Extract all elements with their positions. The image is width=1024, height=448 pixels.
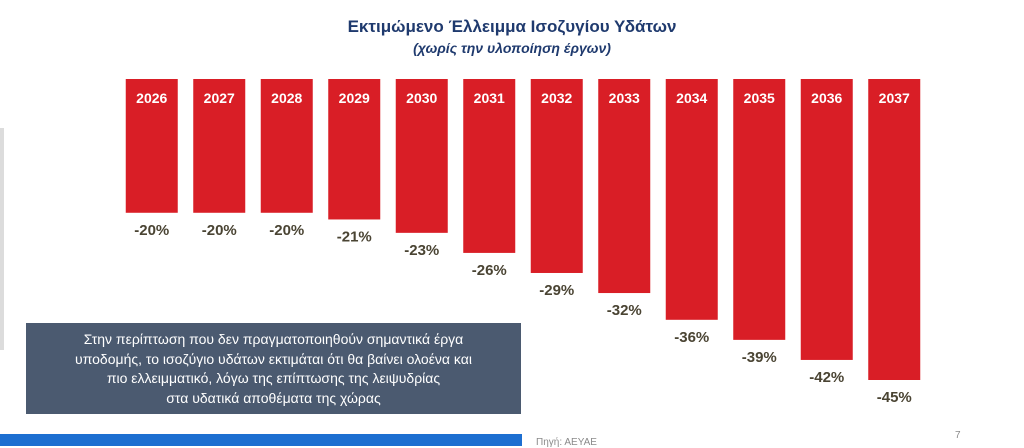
bar-2033 <box>598 79 651 294</box>
bar-2031 <box>463 79 516 253</box>
bar-2030 <box>395 79 448 233</box>
category-label: 2035 <box>744 90 775 106</box>
footer-band <box>0 434 522 446</box>
note-line: υποδομής, το ισοζύγιο υδάτων εκτιμάται ό… <box>75 350 472 367</box>
category-label: 2034 <box>676 90 707 106</box>
value-label: -20% <box>269 222 304 239</box>
chart-subtitle: (χωρίς την υλοποίηση έργων) <box>413 40 611 56</box>
category-label: 2030 <box>406 90 437 106</box>
page-number: 7 <box>955 430 961 441</box>
bar-2029 <box>328 79 381 220</box>
value-label: -21% <box>337 228 372 245</box>
note-box: Στην περίπτωση που δεν πραγματοποιηθούν … <box>26 323 521 414</box>
value-label: -45% <box>877 389 912 406</box>
category-label: 2027 <box>204 90 235 106</box>
bar-2037 <box>868 79 921 380</box>
note-line: Στην περίπτωση που δεν πραγματοποιηθούν … <box>83 331 464 347</box>
category-label: 2037 <box>879 90 910 106</box>
source-text: Πηγή: ΑΕΥΑΕ <box>536 437 597 448</box>
value-label: -42% <box>809 369 844 386</box>
value-label: -29% <box>539 282 574 299</box>
value-label: -23% <box>404 242 439 259</box>
bar-2035 <box>733 79 786 340</box>
value-label: -32% <box>607 302 642 319</box>
bar-2034 <box>665 79 718 320</box>
category-label: 2028 <box>271 90 302 106</box>
bar-2032 <box>530 79 583 273</box>
value-label: -36% <box>674 329 709 346</box>
note-line: πιο ελλειμματικό, λόγω της επίπτωσης της… <box>106 370 441 386</box>
category-label: 2029 <box>339 90 370 106</box>
value-label: -20% <box>202 222 237 239</box>
category-label: 2031 <box>474 90 505 106</box>
category-label: 2026 <box>136 90 167 106</box>
bar-2027 <box>193 79 246 213</box>
category-label: 2032 <box>541 90 572 106</box>
bar-2026 <box>125 79 178 213</box>
value-label: -26% <box>472 262 507 279</box>
category-label: 2036 <box>811 90 842 106</box>
category-label: 2033 <box>609 90 640 106</box>
note-line: στα υδατικά αποθέματα της χώρας <box>166 389 381 406</box>
value-label: -39% <box>742 349 777 366</box>
value-label: -20% <box>134 222 169 239</box>
bar-2036 <box>800 79 853 360</box>
bar-2028 <box>260 79 313 213</box>
left-edge-divider <box>0 128 4 350</box>
chart-title: Εκτιμώμενο Έλλειμμα Ισοζυγίου Υδάτων <box>347 17 677 36</box>
